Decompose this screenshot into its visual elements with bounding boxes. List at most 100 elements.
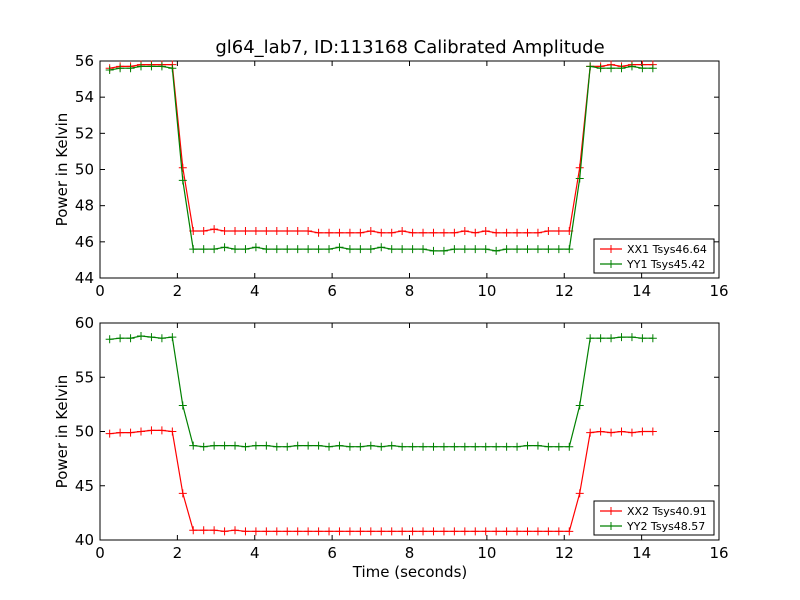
data-point [502, 245, 511, 254]
x-tick-label: 10 [477, 282, 496, 300]
data-point [377, 228, 386, 237]
data-point [502, 442, 511, 451]
data-point [408, 527, 417, 536]
data-point [199, 245, 208, 254]
data-point [345, 527, 354, 536]
data-point [241, 442, 250, 451]
data-point [262, 245, 271, 254]
data-point [513, 442, 522, 451]
data-point [356, 442, 365, 451]
x-tick-label: 2 [173, 282, 183, 300]
data-point [304, 527, 313, 536]
data-point [283, 527, 292, 536]
data-point [544, 442, 553, 451]
data-point [272, 226, 281, 235]
legend: XX2 Tsys40.91 YY2 Tsys48.57 [593, 500, 715, 536]
data-point [231, 245, 240, 254]
y-tick-label: 40 [75, 531, 94, 549]
y-tick-label: 46 [75, 233, 94, 251]
data-point [638, 427, 647, 436]
data-point [607, 334, 616, 343]
data-point [523, 441, 532, 450]
chart-panel-2: 0 2 4 6 8 10 12 14 16 40 45 50 55 60 Power in Kelvin XX… [53, 314, 729, 562]
data-point [210, 225, 219, 234]
data-point [439, 442, 448, 451]
data-point [105, 335, 114, 344]
data-point [492, 527, 501, 536]
data-point [627, 428, 636, 437]
data-point [439, 527, 448, 536]
legend-box [593, 500, 715, 536]
x-tick-label: 0 [95, 544, 105, 562]
data-point [147, 426, 156, 435]
data-point [283, 442, 292, 451]
data-point [335, 228, 344, 237]
data-point [544, 245, 553, 254]
data-point [335, 441, 344, 450]
x-tick-label: 16 [709, 544, 728, 562]
data-point [429, 442, 438, 451]
data-point [419, 245, 428, 254]
data-point [293, 245, 302, 254]
data-point [178, 176, 187, 185]
x-tick-label: 4 [250, 282, 260, 300]
legend-label: YY1 Tsys45.42 [626, 258, 705, 271]
data-point [481, 245, 490, 254]
data-point [398, 442, 407, 451]
data-point [116, 334, 125, 343]
data-point [565, 442, 574, 451]
data-point [450, 245, 459, 254]
data-point [596, 427, 605, 436]
series-line [109, 335, 653, 448]
data-point [199, 526, 208, 535]
data-point [533, 228, 542, 237]
y-tick-label: 48 [75, 197, 94, 215]
data-point [293, 527, 302, 536]
data-point [314, 527, 323, 536]
data-point [220, 243, 229, 252]
data-point [335, 527, 344, 536]
data-point [617, 427, 626, 436]
data-point [450, 442, 459, 451]
data-point [408, 442, 417, 451]
data-point [419, 527, 428, 536]
data-point [283, 245, 292, 254]
y-tick-label: 56 [75, 52, 94, 70]
data-point [262, 226, 271, 235]
data-point [189, 526, 198, 535]
data-point [607, 64, 616, 73]
x-tick-label: 8 [405, 282, 415, 300]
data-point [231, 441, 240, 450]
data-point [575, 174, 584, 183]
y-tick-label: 45 [75, 477, 94, 495]
data-point [638, 64, 647, 73]
data-point [262, 441, 271, 450]
data-point [314, 245, 323, 254]
data-point [523, 245, 532, 254]
data-point [241, 226, 250, 235]
y-tick-label: 52 [75, 124, 94, 142]
series-2 [105, 332, 657, 451]
series-line [109, 65, 653, 252]
data-point [178, 163, 187, 172]
data-point [356, 228, 365, 237]
data-point [335, 243, 344, 252]
data-point [178, 401, 187, 410]
data-point [439, 228, 448, 237]
legend-box [593, 238, 715, 274]
x-tick-label: 2 [173, 544, 183, 562]
data-point [450, 527, 459, 536]
data-point [262, 527, 271, 536]
x-tick-label: 6 [327, 544, 337, 562]
data-point [314, 228, 323, 237]
data-point [387, 527, 396, 536]
legend-marker [607, 245, 615, 253]
x-tick-label: 0 [95, 282, 105, 300]
data-point [408, 228, 417, 237]
x-tick-label: 4 [250, 544, 260, 562]
legend-marker [607, 260, 615, 268]
data-point [554, 245, 563, 254]
data-point [565, 527, 574, 536]
